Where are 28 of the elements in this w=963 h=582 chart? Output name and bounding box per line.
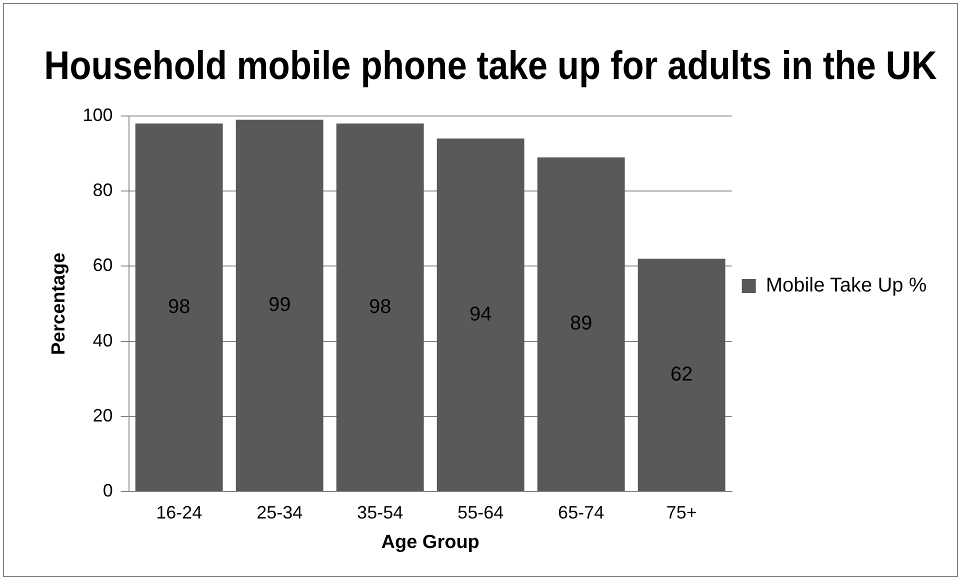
y-tick-label: 60 bbox=[92, 255, 113, 276]
bar bbox=[638, 258, 726, 492]
bar bbox=[537, 157, 625, 492]
bar bbox=[336, 124, 424, 492]
x-tick-label: 65-74 bbox=[558, 502, 604, 522]
data-label: 62 bbox=[670, 363, 693, 386]
chart-title: Household mobile phone take up for adults in the UK bbox=[44, 44, 937, 89]
y-tick-label: 20 bbox=[92, 405, 113, 426]
bar bbox=[436, 138, 524, 492]
legend-label: Mobile Take Up % bbox=[766, 274, 927, 297]
y-tick-label: 0 bbox=[102, 480, 113, 501]
y-tick-label: 80 bbox=[92, 180, 113, 200]
data-label: 98 bbox=[168, 296, 190, 318]
y-tick-label: 100 bbox=[82, 104, 113, 125]
x-tick-label: 55-64 bbox=[458, 502, 504, 522]
x-tick-label: 16-24 bbox=[156, 502, 202, 522]
x-axis-title: Age Group bbox=[381, 532, 480, 553]
x-tick-label: 35-54 bbox=[357, 502, 404, 522]
y-tick-label: 40 bbox=[92, 330, 113, 350]
x-tick-label: 75+ bbox=[666, 502, 697, 522]
data-label: 98 bbox=[368, 296, 392, 318]
bar bbox=[236, 120, 324, 492]
data-label: 94 bbox=[469, 303, 492, 326]
x-tick-label: 25-34 bbox=[256, 502, 303, 522]
bar bbox=[135, 124, 223, 492]
y-axis-title: Percentage bbox=[48, 252, 70, 356]
data-label: 99 bbox=[268, 294, 291, 316]
data-label: 89 bbox=[570, 312, 592, 335]
